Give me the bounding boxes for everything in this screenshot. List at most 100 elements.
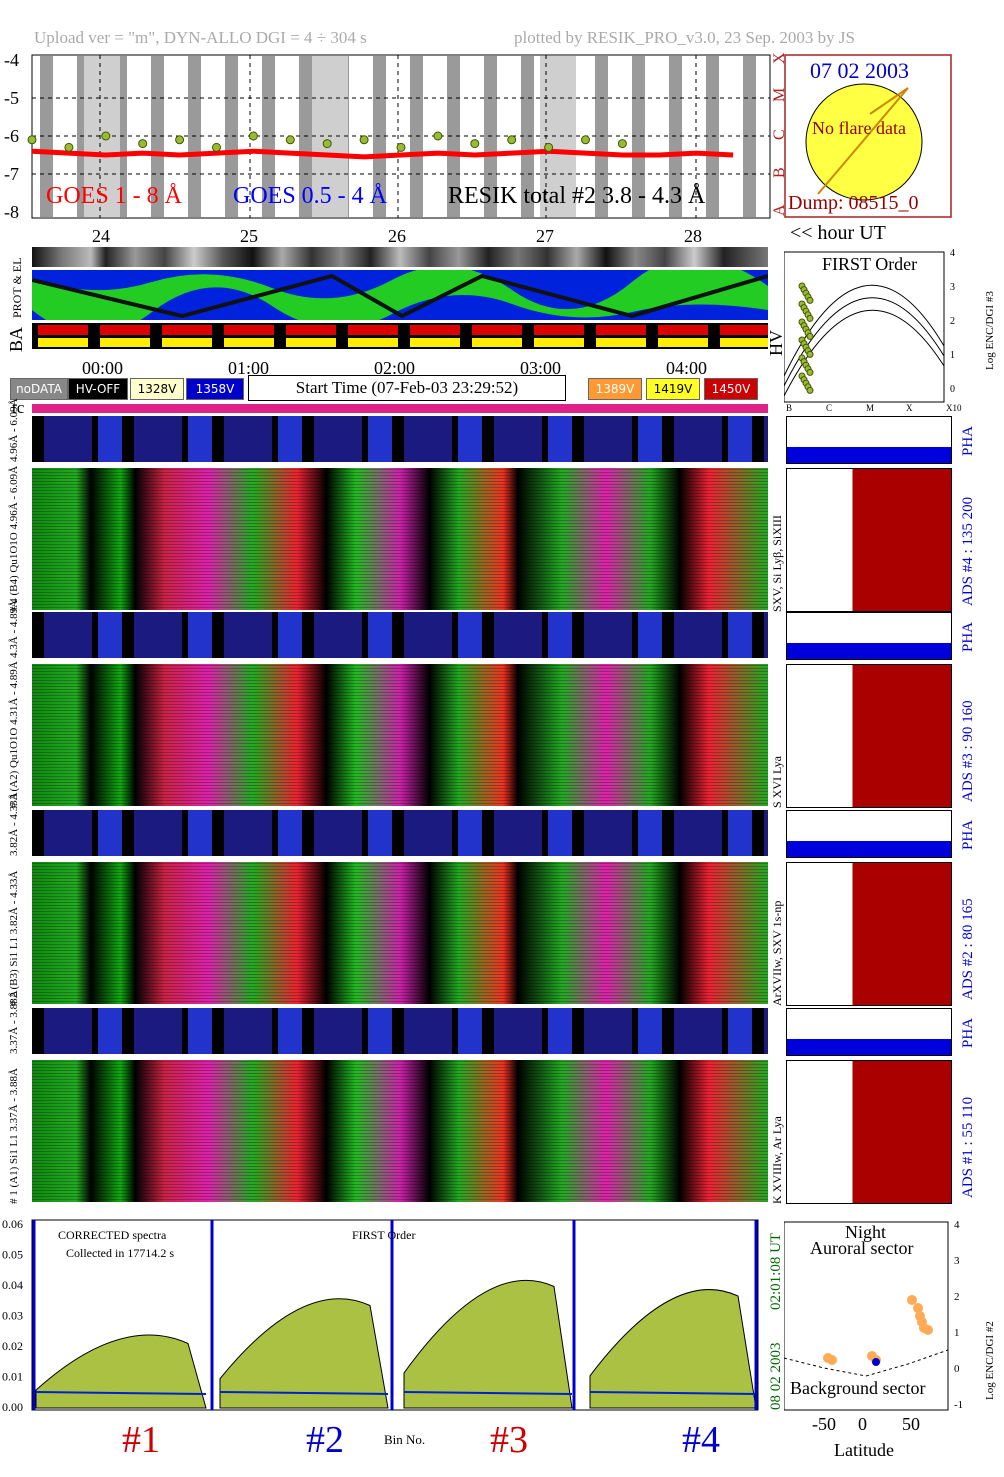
tc-bar <box>32 404 768 413</box>
goes-class-label: A <box>771 204 788 216</box>
ads-histogram <box>786 862 952 1006</box>
eclipse-band <box>632 56 645 217</box>
lat-point-current <box>872 1358 880 1366</box>
lat-point <box>907 1295 917 1305</box>
channel-lines-label: ArXVIIw, SXV 1s-np <box>770 900 784 1006</box>
start-time-box: Start Time (07-Feb-03 23:29:52) <box>248 375 566 401</box>
nodata-key: noDATA <box>10 378 68 400</box>
pha-histogram <box>786 810 952 858</box>
spectrum-text2: Collected in 17714.2 s <box>66 1246 174 1260</box>
channel-number-label: #1 <box>122 1419 160 1461</box>
spectrum-ytick: 0.03 <box>2 1309 23 1323</box>
hv-bar <box>348 338 398 347</box>
goes-class-label: C <box>771 129 788 140</box>
lat-ytick: 3 <box>954 1255 960 1267</box>
resik-point <box>617 139 627 149</box>
legend-resik: RESIK total #2 3.8 - 4.3 Å <box>448 183 706 209</box>
spectrum-ytick: 0.01 <box>2 1370 23 1384</box>
hv-bar <box>720 338 768 347</box>
fo-point <box>806 386 814 394</box>
spectrum-date: 08 02 2003 <box>768 1342 784 1411</box>
ads-histogram <box>786 1060 952 1204</box>
ads-label: ADS #3 : 90 160 <box>960 700 976 802</box>
channel-pha-strip <box>32 810 768 856</box>
pha-histogram <box>786 1008 952 1056</box>
hv-bar <box>410 338 460 347</box>
sun-dump: Dump: 08515_0 <box>788 192 919 214</box>
day-tick: 27 <box>536 226 554 246</box>
hv-bar <box>100 338 150 347</box>
eclipse-bar <box>32 247 768 267</box>
spectrum-ytick: 0.06 <box>2 1217 23 1231</box>
fo-point <box>806 314 814 322</box>
fo-xtick: X10 <box>946 403 962 412</box>
ba-bar <box>410 325 460 335</box>
resik-point <box>27 135 37 145</box>
eclipse-band <box>447 56 460 217</box>
ads-label: ADS #2 : 80 165 <box>960 898 976 1000</box>
hv-bar <box>658 338 708 347</box>
hv-bar <box>38 338 88 347</box>
fo-point <box>806 350 814 358</box>
channel-spectrogram <box>32 1060 768 1202</box>
lat-point <box>913 1303 923 1313</box>
resik-point <box>322 139 332 149</box>
prot-el-label: PROT & EL <box>10 257 24 318</box>
channel-spec-label: # 2 (B3) Si1 L1 3.82Å - 4.33Å <box>8 870 20 1006</box>
fo-xtick: X <box>906 403 913 412</box>
ba-bar <box>162 325 212 335</box>
time-tick: 02:00 <box>374 358 416 378</box>
eclipse-band <box>40 56 53 217</box>
latitude-panel: 4 3 2 1 0 -1 <box>784 1219 963 1411</box>
v1328-key: 1328V <box>130 378 184 400</box>
ba-bar <box>596 325 646 335</box>
sun-noflare: No flare data <box>812 118 906 138</box>
ba-bar <box>720 325 768 335</box>
legend-goes18: GOES 1 - 8 Å <box>46 183 182 209</box>
lat-night: Night <box>845 1222 887 1242</box>
lat-background: Background sector <box>790 1378 926 1398</box>
legend-goes054: GOES 0.5 - 4 Å <box>233 183 387 209</box>
spectrum-ytick: 0.00 <box>2 1400 23 1414</box>
ads-histogram <box>786 468 952 612</box>
channel-pha-label: 4.96Å - 6.09Å <box>8 398 20 462</box>
channel-spec-label: # 3 (A2) Qu1O1O 4.31Å - 4.89Å <box>8 661 20 808</box>
resik-point <box>470 139 480 149</box>
fo-point <box>806 368 814 376</box>
lat-ylabel: Log ENC/DGI #2 <box>984 1321 996 1400</box>
channel-pha-label: 3.37Å - 3.88Å <box>8 990 20 1054</box>
spectrum-segment <box>35 1334 207 1409</box>
resik-point <box>359 135 369 145</box>
spectrum-time: 02:01:08 UT <box>768 1232 784 1310</box>
fo-point <box>806 296 814 304</box>
pha-text: PHA <box>960 425 976 456</box>
hv-bar <box>224 338 274 347</box>
goes-ytick: -5 <box>4 88 19 108</box>
goes-panel: -4 -5 -6 -7 -8 X M C B A <box>4 50 788 222</box>
first-order-title: FIRST Order <box>822 254 918 274</box>
ba-bar <box>38 325 88 335</box>
bottom-spectrum: 0.060.050.040.030.020.010.00 0256512768 <box>2 1217 759 1414</box>
channel-number-label: #4 <box>682 1419 720 1461</box>
fo-ytick: 2 <box>950 316 955 327</box>
pha-histogram <box>786 416 952 464</box>
fo-ytick: 1 <box>950 350 955 361</box>
fo-point <box>806 332 814 340</box>
eclipse-band <box>151 56 164 217</box>
hv-bar <box>162 338 212 347</box>
channel-spec-label: # 1 (A1) Si1 L1 3.37Å - 3.88Å <box>8 1068 20 1204</box>
pha-text: PHA <box>960 819 976 850</box>
channel-spectrogram <box>32 468 768 610</box>
pha-text: PHA <box>960 1017 976 1048</box>
ads-histogram <box>786 664 952 808</box>
resik-point <box>544 142 554 152</box>
goes-ytick: -4 <box>4 50 19 70</box>
channel-pha-strip <box>32 612 768 658</box>
sun-panel <box>784 54 952 218</box>
spectrum-segment <box>403 1279 573 1409</box>
goes-ytick: -8 <box>4 202 19 222</box>
pha-text: PHA <box>960 621 976 652</box>
ba-bar <box>348 325 398 335</box>
channel-spectrogram <box>32 664 768 806</box>
fo-xtick: C <box>826 403 832 412</box>
